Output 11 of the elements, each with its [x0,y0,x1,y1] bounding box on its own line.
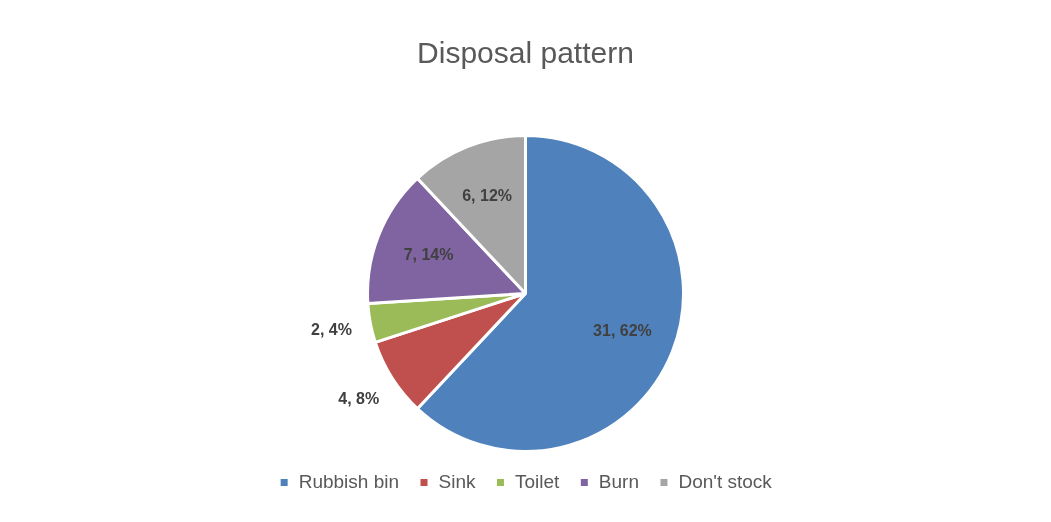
data-label: 31, 62% [593,322,652,340]
legend-label: Sink [438,470,476,492]
legend-label: Don't stock [678,470,773,492]
data-label: 4, 8% [338,389,380,407]
data-label: 7, 14% [403,245,454,263]
legend-label: Rubbish bin [298,470,399,492]
data-label: 2, 4% [311,320,352,338]
chart-title: Disposal pattern [417,36,634,70]
legend-label: Burn [598,470,639,492]
legend-label: Toilet [514,470,561,492]
data-label: 6, 12% [462,186,513,204]
